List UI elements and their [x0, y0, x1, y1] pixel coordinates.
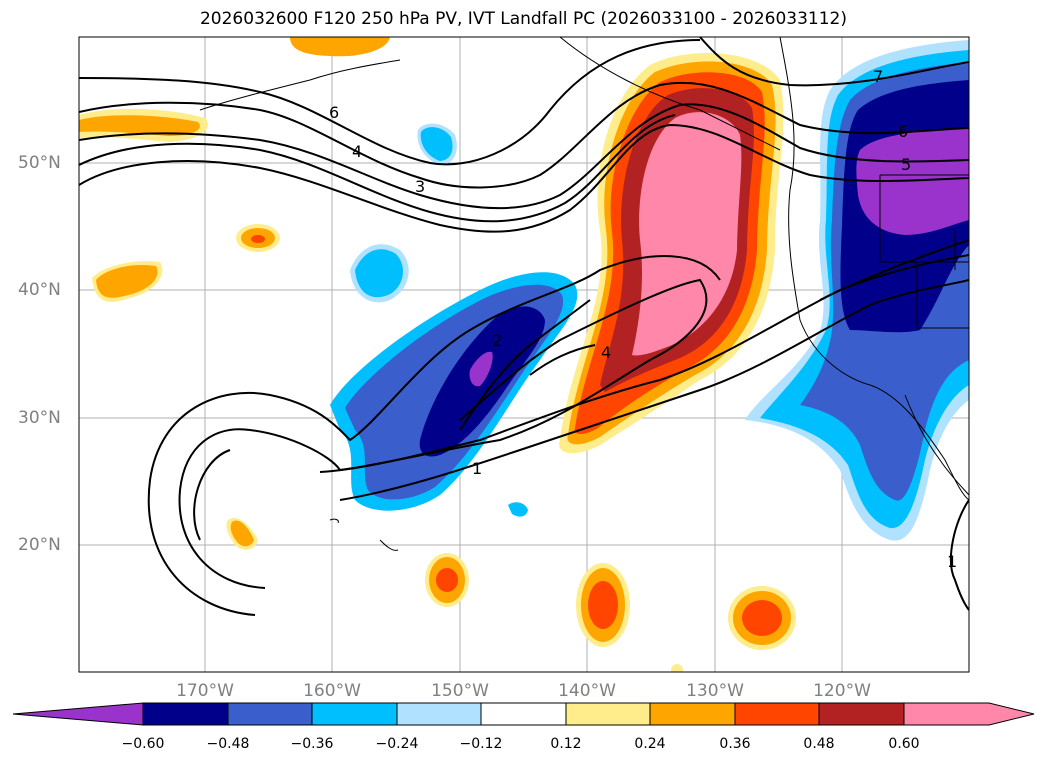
ivt-negative-band — [330, 272, 578, 511]
colorbar-tick-label: −0.48 — [206, 736, 250, 752]
colorbar-swatch — [227, 702, 313, 726]
colorbar-tick-label: 0.36 — [719, 736, 751, 752]
colorbar-tick-label: −0.12 — [459, 736, 503, 752]
ivt-small-features — [79, 37, 796, 672]
colorbar-tick-label: 0.24 — [634, 736, 666, 752]
contour-label: 3 — [415, 177, 425, 196]
contour-label: 1 — [947, 552, 957, 571]
colorbar-swatch — [818, 702, 905, 726]
colorbar-tick-label: 0.12 — [550, 736, 582, 752]
colorbar-swatch — [565, 702, 651, 726]
colorbar — [12, 702, 1035, 726]
colorbar-swatch — [649, 702, 736, 726]
colorbar-swatch — [480, 702, 567, 726]
lon-label: 120°W — [813, 681, 871, 701]
pv-contour-labels: 7 6 5 6 4 3 2 4 1 1 — [329, 67, 957, 571]
colorbar-swatch — [396, 702, 482, 726]
lat-label: 30°N — [18, 408, 61, 428]
colorbar-tick-label: −0.24 — [375, 736, 419, 752]
lon-label: 160°W — [303, 681, 361, 701]
contour-label: 4 — [352, 142, 362, 161]
lon-label: 150°W — [431, 681, 489, 701]
colorbar-swatch — [311, 702, 398, 726]
contour-label: 5 — [901, 155, 911, 174]
lon-label: 170°W — [176, 681, 234, 701]
pv-contours — [79, 37, 969, 616]
coastlines — [199, 37, 969, 551]
colorbar-swatch — [734, 702, 820, 726]
lon-label: 130°W — [686, 681, 744, 701]
contour-label: 4 — [601, 343, 611, 362]
contour-label: 6 — [329, 103, 339, 122]
colorbar-extend-high — [903, 702, 1035, 726]
colorbar-tick-label: 0.60 — [888, 736, 920, 752]
lat-label: 40°N — [18, 280, 61, 300]
colorbar-extend-low — [12, 702, 144, 726]
lon-label: 140°W — [558, 681, 616, 701]
contour-label: 7 — [873, 67, 883, 86]
ivt-negative-continent — [745, 40, 969, 541]
colorbar-tick-label: −0.36 — [290, 736, 334, 752]
map-frame — [78, 36, 970, 673]
lat-label: 20°N — [18, 535, 61, 555]
colorbar-tick-label: −0.60 — [121, 736, 165, 752]
contour-label: 6 — [898, 122, 908, 141]
contour-label: 1 — [472, 459, 482, 478]
lat-label: 50°N — [18, 153, 61, 173]
colorbar-swatch — [142, 702, 229, 726]
map-title: 2026032600 F120 250 hPa PV, IVT Landfall… — [199, 9, 847, 29]
contour-label: 2 — [492, 331, 502, 350]
colorbar-tick-label: 0.48 — [803, 736, 835, 752]
ivt-positive-plume — [559, 53, 784, 454]
